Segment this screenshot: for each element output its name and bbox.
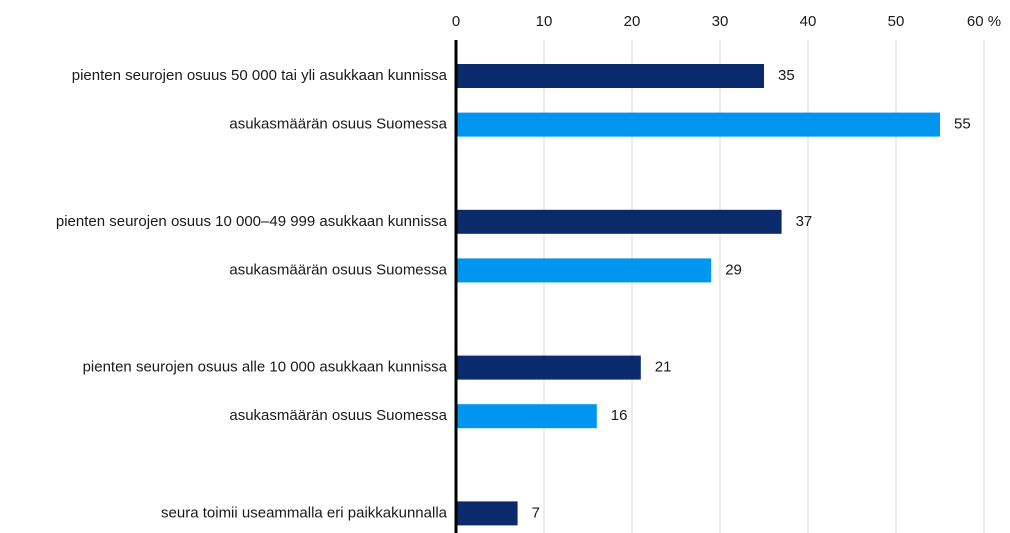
x-tick-label: 60 % — [967, 13, 1001, 30]
bar — [456, 404, 597, 429]
x-tick-label: 0 — [452, 13, 460, 30]
bar — [456, 355, 641, 380]
x-tick-label: 50 — [888, 13, 905, 30]
bar — [456, 209, 782, 234]
bar — [456, 64, 764, 88]
data-label: 55 — [954, 116, 971, 133]
x-tick-label: 30 — [712, 13, 729, 30]
category-label: asukasmäärän osuus Suomessa — [229, 116, 447, 133]
bar — [456, 258, 712, 283]
bar — [456, 501, 518, 526]
category-label: pienten seurojen osuus 50 000 tai yli as… — [72, 67, 448, 84]
category-label: seura toimii useammalla eri paikkakunnal… — [161, 504, 448, 521]
data-label: 35 — [778, 67, 795, 84]
category-label: pienten seurojen osuus 10 000–49 999 asu… — [56, 213, 448, 230]
data-label: 16 — [611, 407, 628, 424]
category-label: asukasmäärän osuus Suomessa — [229, 261, 447, 278]
data-label: 21 — [655, 359, 672, 376]
data-label: 7 — [532, 504, 540, 521]
bar — [456, 112, 940, 137]
data-label: 29 — [725, 261, 742, 278]
category-label: pienten seurojen osuus alle 10 000 asukk… — [83, 359, 448, 376]
data-label: 37 — [796, 213, 813, 230]
category-label: asukasmäärän osuus Suomessa — [229, 407, 447, 424]
x-tick-label: 10 — [536, 13, 553, 30]
x-tick-label: 40 — [800, 13, 817, 30]
x-tick-label: 20 — [624, 13, 641, 30]
